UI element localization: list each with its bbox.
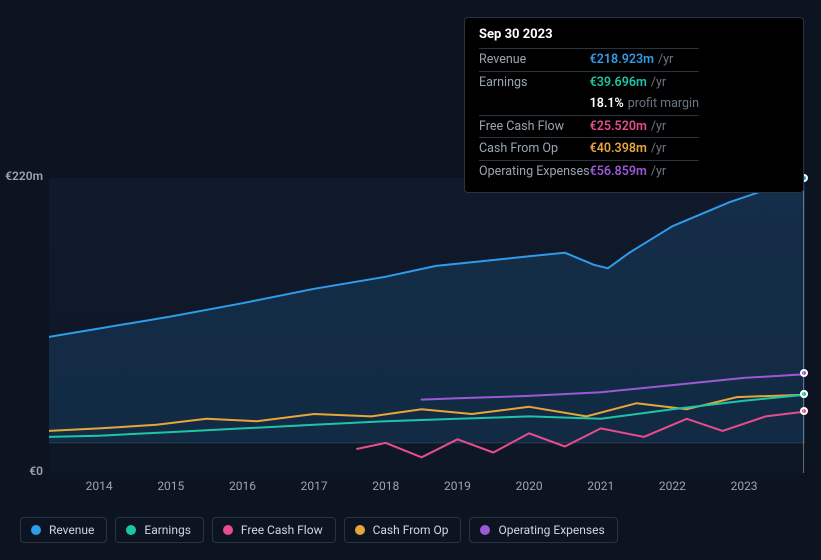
tooltip-unit: /yr	[647, 119, 666, 134]
legend-label: Operating Expenses	[498, 523, 604, 537]
legend-swatch	[223, 525, 233, 535]
legend-swatch	[31, 525, 41, 535]
legend-item[interactable]: Free Cash Flow	[212, 517, 336, 543]
tooltip-value-cell: €56.859m/yr	[590, 160, 699, 182]
tooltip-date: Sep 30 2023	[479, 26, 789, 44]
x-axis-label: 2022	[652, 479, 692, 493]
tooltip-unit: /yr	[647, 141, 666, 156]
end-marker	[800, 407, 808, 415]
tooltip-label: Earnings	[479, 71, 590, 93]
tooltip-row: Revenue€218.923m/yr	[479, 49, 699, 72]
tooltip-label: Operating Expenses	[479, 160, 590, 182]
tooltip-value: €40.398m	[590, 141, 647, 156]
tooltip-label: Cash From Op	[479, 138, 590, 161]
x-axis-label: 2023	[724, 479, 764, 493]
tooltip-value: €39.696m	[590, 75, 647, 90]
end-marker	[800, 390, 808, 398]
tooltip-row: 18.1%profit margin	[479, 93, 699, 115]
tooltip-value: €218.923m	[590, 52, 654, 67]
tooltip-value-cell: €39.696m/yr	[590, 71, 699, 93]
tooltip-label: Free Cash Flow	[479, 115, 590, 138]
plot-area[interactable]	[49, 178, 805, 473]
tooltip-value: €25.520m	[590, 119, 647, 134]
cursor-line	[803, 178, 804, 473]
tooltip-table: Revenue€218.923m/yrEarnings€39.696m/yr18…	[479, 48, 699, 182]
end-marker	[800, 369, 808, 377]
legend-item[interactable]: Cash From Op	[344, 517, 462, 543]
y-axis-label: €0	[29, 464, 43, 478]
tooltip-value-cell: €25.520m/yr	[590, 115, 699, 138]
legend-item[interactable]: Operating Expenses	[469, 517, 617, 543]
x-axis-label: 2021	[581, 479, 621, 493]
x-axis-label: 2020	[509, 479, 549, 493]
plot-svg	[49, 178, 805, 473]
y-axis-label: €220m	[5, 169, 43, 183]
x-axis-label: 2018	[366, 479, 406, 493]
legend-swatch	[126, 525, 136, 535]
tooltip-value-cell: €40.398m/yr	[590, 138, 699, 161]
tooltip-value-cell: 18.1%profit margin	[590, 93, 699, 115]
legend-item[interactable]: Revenue	[20, 517, 107, 543]
legend: Revenue Earnings Free Cash Flow Cash From O…	[20, 517, 618, 543]
x-axis-label: 2017	[294, 479, 334, 493]
legend-label: Earnings	[144, 523, 191, 537]
tooltip-unit: profit margin	[624, 96, 699, 111]
chart-tooltip: Sep 30 2023 Revenue€218.923m/yrEarnings€…	[464, 17, 804, 193]
tooltip-value: €56.859m	[590, 164, 647, 179]
tooltip-row: Earnings€39.696m/yr	[479, 71, 699, 93]
tooltip-row: Operating Expenses€56.859m/yr	[479, 160, 699, 182]
tooltip-row: Free Cash Flow€25.520m/yr	[479, 115, 699, 138]
tooltip-label: Revenue	[479, 49, 590, 72]
x-axis-label: 2019	[437, 479, 477, 493]
tooltip-unit: /yr	[647, 164, 666, 179]
financial-history-chart: €0 €220m 2014 2015 2016 2017 2018 2019 2020 2021…	[0, 0, 821, 560]
tooltip-unit: /yr	[647, 75, 666, 90]
tooltip-unit: /yr	[654, 52, 673, 67]
x-axis-label: 2016	[222, 479, 262, 493]
tooltip-value-cell: €218.923m/yr	[590, 49, 699, 72]
legend-swatch	[355, 525, 365, 535]
legend-label: Free Cash Flow	[241, 523, 323, 537]
x-axis-label: 2014	[79, 479, 119, 493]
tooltip-value: 18.1%	[590, 96, 624, 111]
legend-label: Revenue	[49, 523, 94, 537]
legend-item[interactable]: Earnings	[115, 517, 204, 543]
tooltip-label	[479, 93, 590, 115]
legend-label: Cash From Op	[373, 523, 449, 537]
legend-swatch	[480, 525, 490, 535]
tooltip-row: Cash From Op€40.398m/yr	[479, 138, 699, 161]
x-axis-label: 2015	[151, 479, 191, 493]
